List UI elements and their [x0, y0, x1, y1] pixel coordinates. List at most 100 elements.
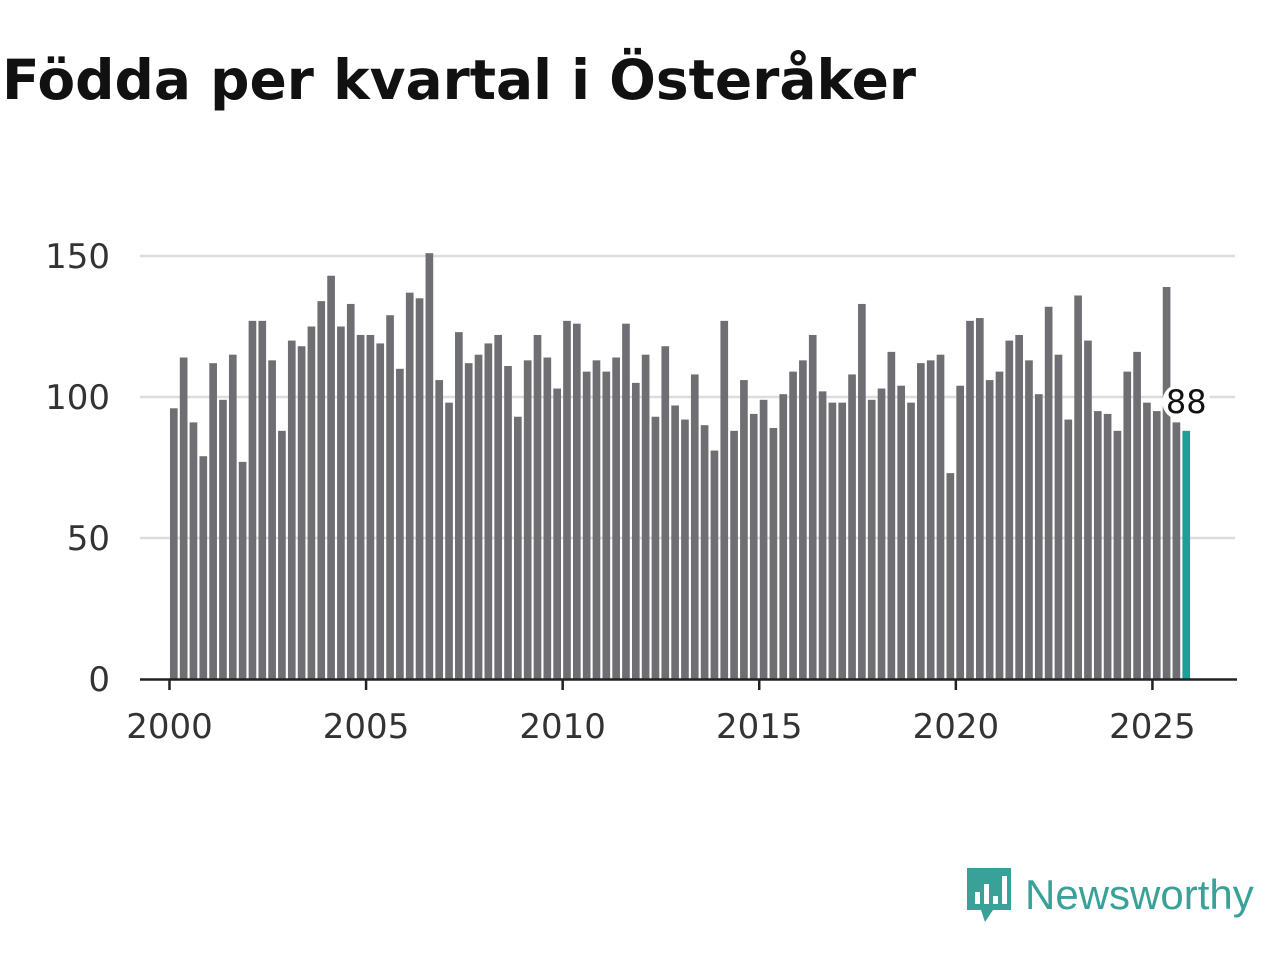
bar — [749, 413, 758, 679]
x-tick-label: 2025 — [1109, 707, 1196, 747]
bar — [228, 354, 237, 679]
bar — [169, 408, 178, 679]
bar — [474, 354, 483, 679]
bar — [189, 422, 198, 679]
bar — [1005, 340, 1014, 679]
y-tick-label: 100 — [45, 378, 110, 418]
bar — [1123, 371, 1132, 679]
bar — [199, 456, 208, 679]
bar — [975, 318, 984, 679]
bar — [317, 301, 326, 679]
bar — [572, 323, 581, 679]
bar — [985, 380, 994, 679]
bar — [346, 303, 355, 679]
x-tick-label: 2020 — [913, 707, 1000, 747]
bar — [700, 425, 709, 679]
x-tick-label: 2015 — [716, 707, 803, 747]
bar — [907, 402, 915, 679]
bar — [936, 354, 945, 679]
bar — [1143, 402, 1151, 679]
bar — [1034, 394, 1043, 679]
bar — [966, 320, 974, 679]
bar — [523, 360, 532, 679]
bar — [641, 354, 650, 679]
bar — [563, 320, 571, 679]
bar — [671, 405, 679, 679]
bar — [366, 334, 375, 679]
bar — [543, 357, 552, 679]
bar — [1025, 360, 1033, 679]
bar — [818, 391, 827, 679]
bar — [661, 346, 670, 679]
latest-value-label: 88 — [1166, 383, 1207, 421]
bar — [307, 326, 316, 679]
bar — [1152, 411, 1161, 679]
bar — [405, 292, 414, 679]
bar — [592, 360, 601, 679]
bar — [681, 419, 689, 679]
bar — [799, 360, 807, 679]
bar — [1044, 306, 1053, 679]
bar — [435, 380, 444, 679]
bar — [504, 365, 512, 679]
bar — [1133, 351, 1141, 679]
x-tick-label: 2000 — [126, 707, 213, 747]
bar — [828, 402, 837, 679]
y-tick-label: 0 — [88, 660, 110, 700]
bar — [415, 298, 424, 679]
bar — [690, 374, 699, 679]
bar — [897, 385, 906, 679]
bar — [248, 320, 257, 679]
bar — [858, 303, 866, 679]
bar — [877, 388, 886, 679]
bar — [1093, 411, 1102, 679]
axes — [140, 678, 1237, 690]
bar — [622, 323, 630, 679]
bar — [602, 371, 611, 679]
bar — [425, 253, 434, 679]
bar — [1064, 419, 1073, 679]
bar — [494, 334, 503, 679]
bar — [219, 399, 227, 679]
bars — [169, 253, 1191, 679]
bar — [720, 320, 729, 679]
bar — [926, 360, 935, 679]
bar — [1103, 413, 1112, 679]
bar — [278, 430, 286, 679]
bar — [445, 402, 453, 679]
bar — [995, 371, 1004, 679]
bar — [917, 363, 925, 679]
bar — [710, 450, 719, 679]
bar — [1074, 295, 1082, 679]
chart-title: Födda per kvartal i Österåker — [2, 48, 916, 112]
bar — [956, 385, 965, 679]
bar — [1015, 334, 1023, 679]
bar — [730, 430, 738, 679]
bar — [396, 368, 404, 679]
bar-latest — [1182, 430, 1191, 679]
bar — [1113, 430, 1122, 679]
bar — [1172, 422, 1181, 679]
bar — [789, 371, 797, 679]
y-tick-label: 50 — [67, 519, 110, 559]
bar — [386, 315, 394, 679]
bar — [455, 332, 463, 679]
bar — [887, 351, 896, 679]
x-tick-label: 2010 — [519, 707, 606, 747]
bar — [848, 374, 856, 679]
bar — [769, 428, 778, 679]
bar — [553, 388, 561, 679]
bar — [1084, 340, 1092, 679]
bar — [287, 340, 296, 679]
bar — [238, 461, 247, 679]
bar — [582, 371, 591, 679]
bar — [258, 320, 267, 679]
bar — [327, 275, 335, 679]
bar — [631, 382, 640, 679]
labels: 0 50 100 150 2000 2005 2010 2015 2020 2025 88 — [45, 237, 1211, 747]
bar — [1162, 287, 1171, 679]
bar — [740, 380, 748, 679]
bar — [376, 343, 385, 679]
bar — [268, 360, 276, 679]
brand-logo: Newsworthy — [963, 862, 1254, 928]
